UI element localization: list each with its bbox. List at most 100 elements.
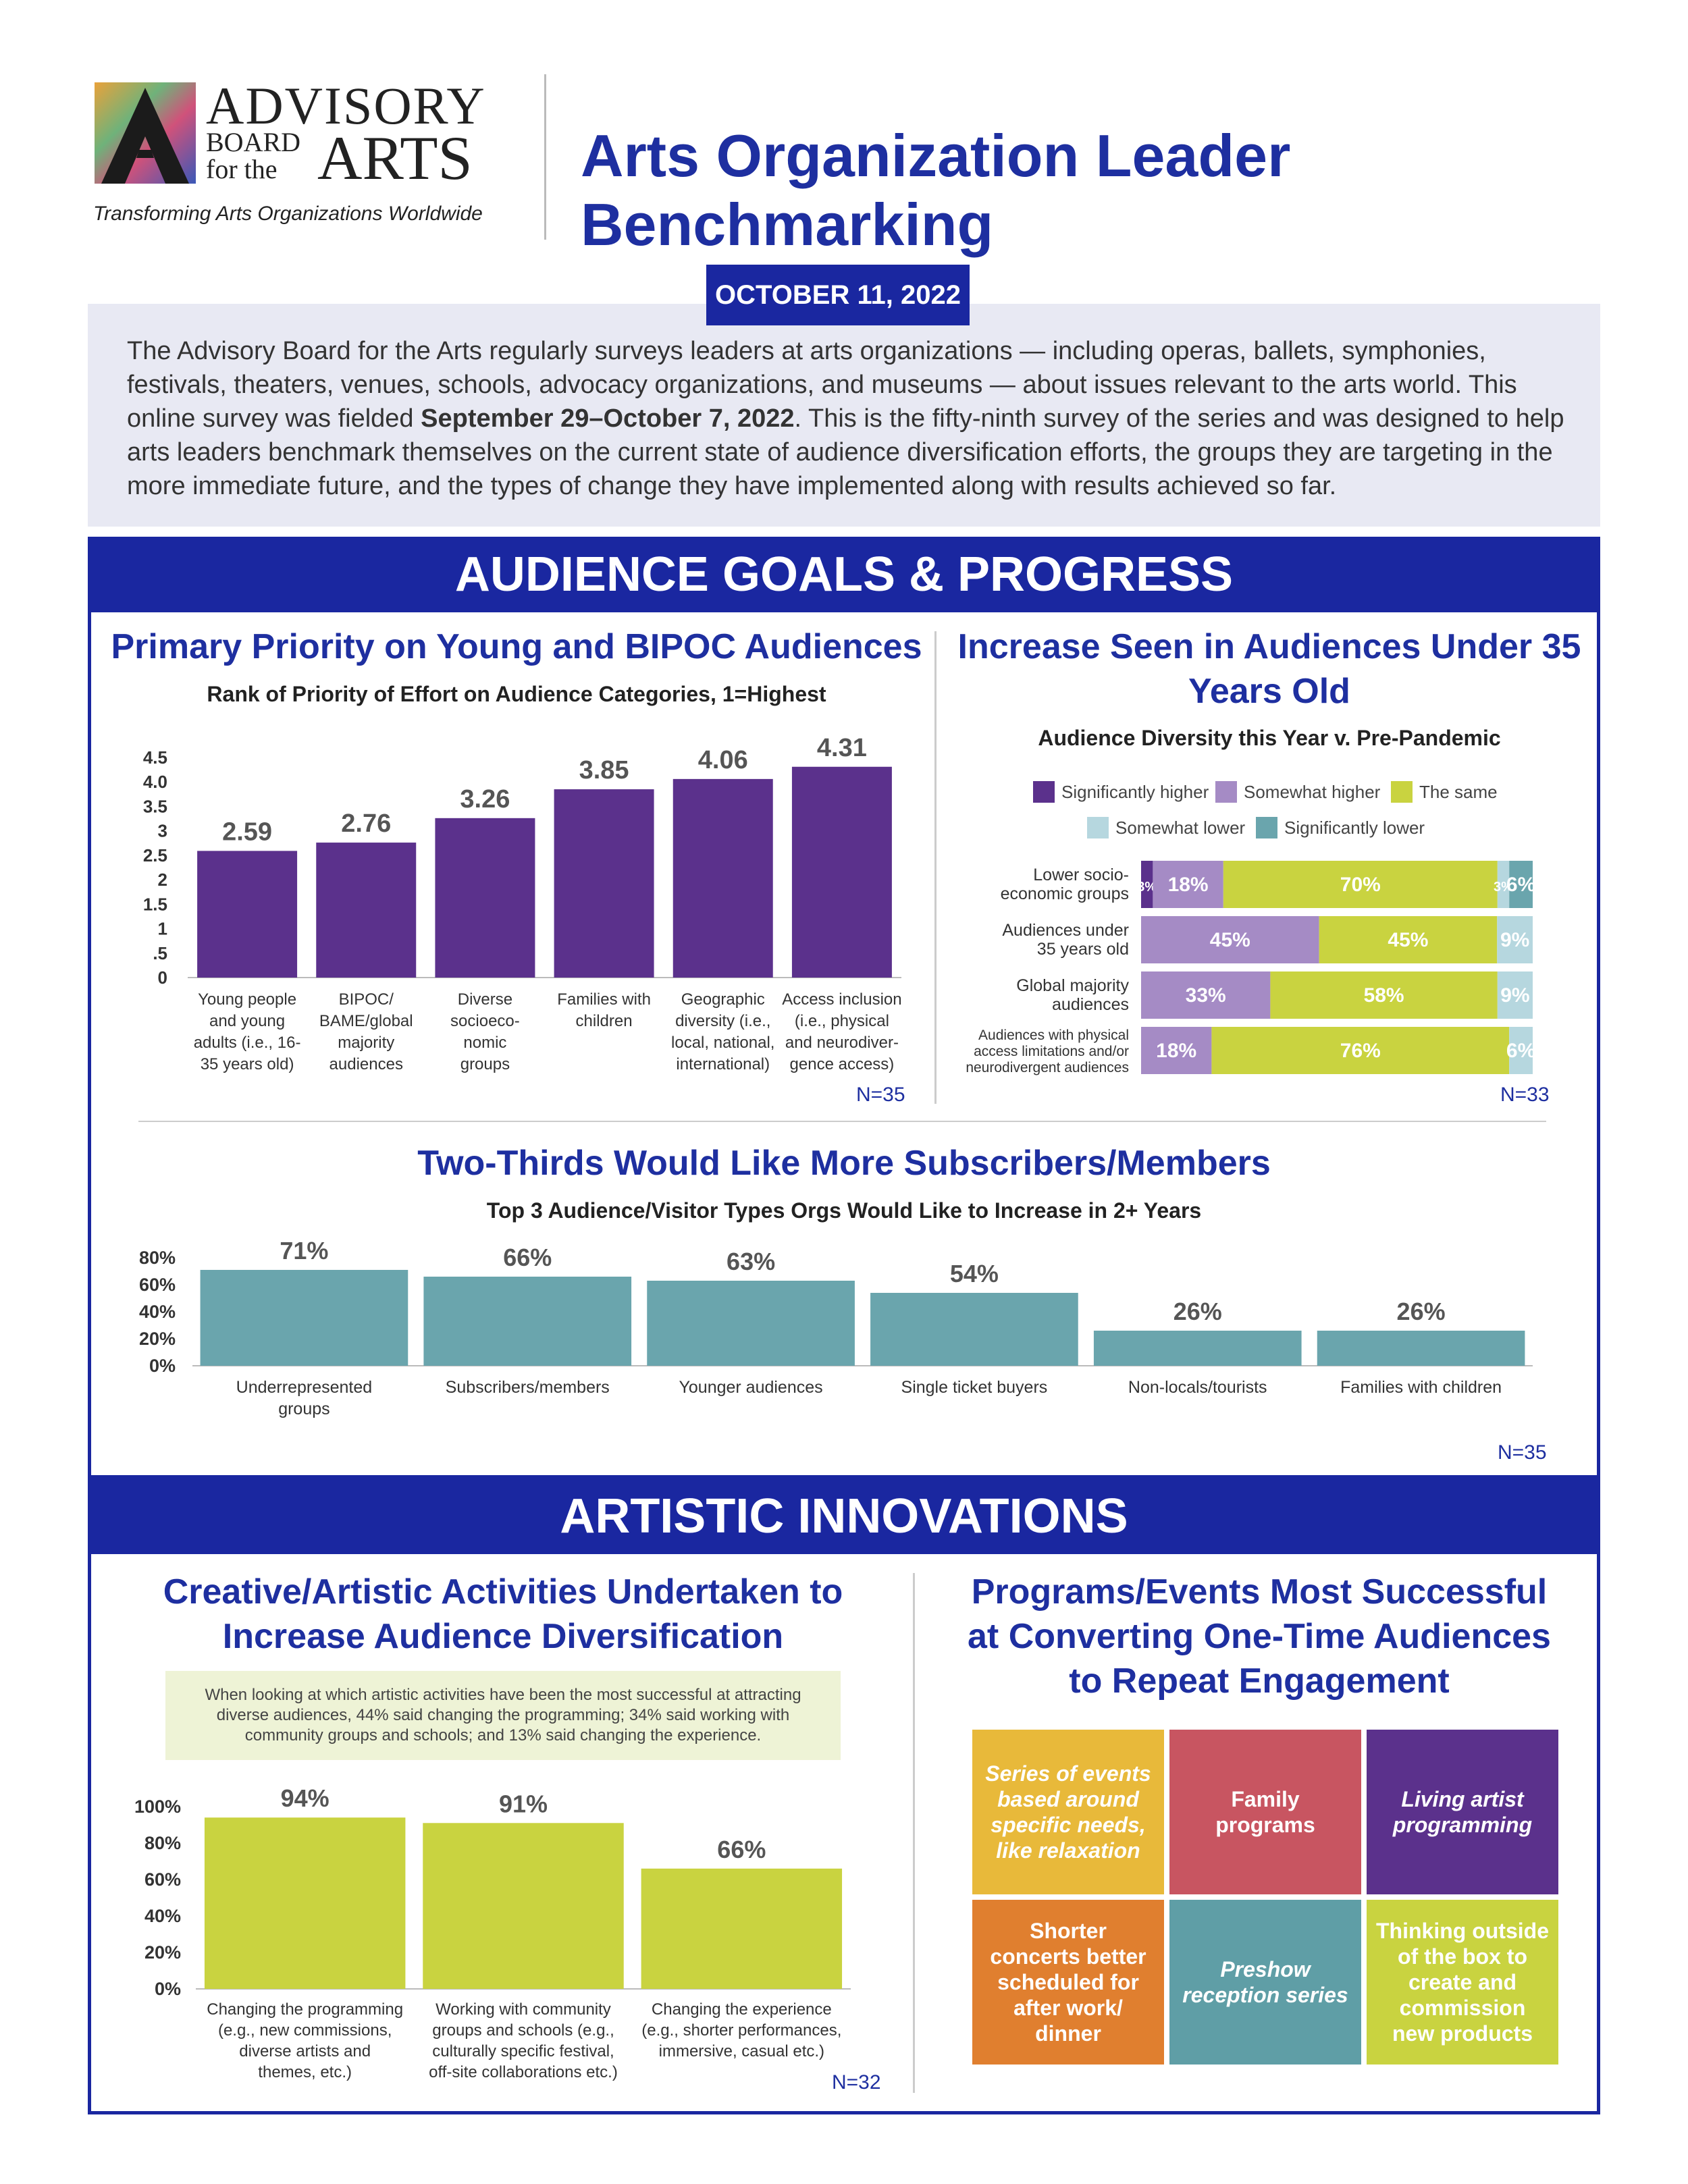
x-tick-label: international) [676,1055,770,1073]
data-label: 70% [1340,874,1381,896]
data-label: 2.76 [341,809,391,838]
chart2-stacked-bar-chart: Significantly higher Somewhat higher The s… [966,781,1535,1075]
y-tick-label: 0% [149,1356,176,1376]
x-tick-label: Families with children [1340,1378,1502,1397]
bar [200,1270,408,1366]
data-label: 26% [1397,1298,1446,1325]
legend-swatch [1215,781,1237,803]
x-tick-label: and young [209,1012,285,1030]
y-tick-label: .5 [153,943,167,963]
x-tick-label: gence access) [790,1055,895,1073]
intro-dates: September 29–October 7, 2022 [421,404,795,433]
x-tick-label: children [576,1012,633,1030]
logo-line-board: BOARD [206,127,301,157]
x-tick-label: groups and schools (e.g., [432,2021,614,2040]
bar [641,1868,843,1989]
logo-line-forthe: for the [206,154,278,184]
program-tile: Series of events based around specific n… [972,1730,1164,1894]
x-tick-label: diversity (i.e., [675,1012,770,1030]
chart-divider [934,631,937,1104]
x-tick-label: diverse artists and [239,2042,371,2060]
x-tick-label: groups [278,1400,329,1418]
program-tile: Preshow reception series [1169,1900,1361,2065]
programs-title-line2: at Converting One-Time Audiences [968,1617,1551,1656]
date-badge: OCTOBER 11, 2022 [706,265,970,325]
data-label: 33% [1186,984,1226,1007]
data-label: 66% [503,1244,552,1271]
intro-paragraph: The Advisory Board for the Arts regularl… [127,334,1572,503]
x-tick-label: (e.g., shorter performances, [641,2021,841,2040]
y-tick-label: 80% [139,1248,176,1268]
chart3-subtitle: Top 3 Audience/Visitor Types Orgs Would … [486,1198,1202,1223]
y-tick-label: audiences [1052,995,1129,1014]
logo-line-advisory: ADVISORY [206,76,486,135]
y-tick-label: 100% [134,1796,181,1817]
legend-label: The same [1419,782,1498,802]
bar-segment [1509,1027,1533,1074]
x-tick-label: Working with community [436,2000,611,2019]
data-label: 18% [1156,1040,1196,1062]
x-tick-label: audiences [329,1055,403,1073]
chart1-n: N=35 [856,1084,905,1106]
y-tick-label: Global majority [1016,976,1129,995]
chart2-n: N=33 [1500,1084,1550,1106]
y-tick-label: 40% [139,1302,176,1322]
bar-segment [1319,916,1498,963]
y-tick-label: 80% [144,1833,181,1853]
y-tick-label: 3 [158,821,167,841]
data-label: 26% [1173,1298,1222,1325]
data-label: 2.59 [222,818,272,846]
intro-box [88,304,1600,527]
logo-line-arts: ARTS [317,124,473,192]
chart3-title: Two-Thirds Would Like More Subscribers/M… [417,1144,1271,1183]
y-tick-label: 35 years old [1037,940,1129,959]
chart4-bar-chart: 100% 80% 60% 40% 20% 0% 94% Changing the progra… [134,1784,851,2081]
programs-title-line1: Programs/Events Most Successful [971,1572,1548,1612]
bar [435,818,535,978]
tagline: Transforming Arts Organizations Worldwid… [93,203,483,225]
y-tick-label: 2.5 [143,845,167,865]
data-label: 76% [1340,1040,1381,1062]
chart1-title: Primary Priority on Young and BIPOC Audi… [111,627,922,666]
legend-label: Somewhat lower [1115,818,1246,838]
bar [1317,1331,1525,1366]
y-tick-label: 0 [158,967,167,988]
x-tick-label: Non-locals/tourists [1128,1378,1267,1397]
bar-segment [1141,916,1319,963]
data-label: 58% [1364,984,1404,1007]
data-label: 54% [950,1260,999,1287]
x-tick-label: local, national, [671,1034,774,1052]
logo-mark [95,82,196,184]
intro-text-1: The Advisory Board for the Arts regularl… [127,337,1517,433]
y-tick-label: 40% [144,1906,181,1926]
x-tick-label: and neurodiver- [785,1034,899,1052]
chart4-n: N=32 [832,2071,881,2094]
chart3-n: N=35 [1498,1441,1547,1464]
data-label: 45% [1210,929,1250,951]
data-label: 66% [717,1836,766,1863]
x-tick-label: socioeco- [450,1012,520,1030]
y-tick-label: Lower socio- [1033,865,1129,884]
data-label: 3% [1494,880,1513,895]
programs-title-line3: to Repeat Engagement [1069,1661,1450,1701]
bar [423,1277,632,1366]
section2-divider [913,1573,915,2093]
y-tick-label: 20% [139,1329,176,1349]
x-tick-label: Young people [198,990,296,1009]
y-tick-label: 4.5 [143,747,167,768]
x-tick-label: adults (i.e., 16- [194,1034,301,1052]
bar [870,1293,1078,1366]
x-tick-label: Single ticket buyers [901,1378,1048,1397]
y-tick-label: 60% [144,1869,181,1890]
data-label: 18% [1168,874,1209,896]
data-label: 3.26 [460,785,510,814]
bar-segment [1509,861,1533,908]
program-tile: Family programs [1169,1730,1361,1894]
bar [672,778,773,978]
x-tick-label: immersive, casual etc.) [659,2042,824,2060]
y-tick-label: 20% [144,1942,181,1963]
x-tick-label: (i.e., physical [795,1012,889,1030]
bar-segment [1141,1027,1212,1074]
legend-swatch [1391,781,1413,803]
bar [791,766,892,978]
